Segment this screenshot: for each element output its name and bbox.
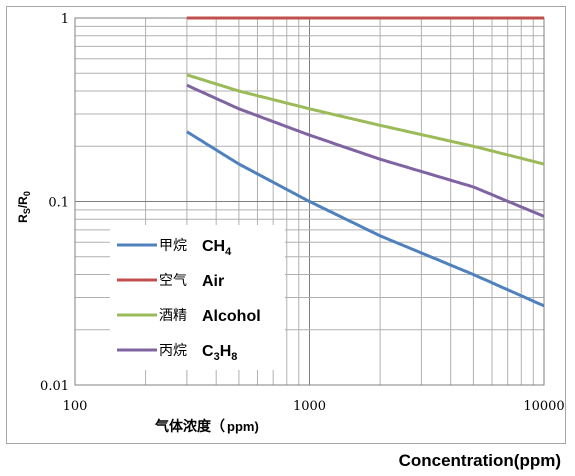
legend-label-en: CH4 [202, 238, 232, 258]
chart-frame: 100 1000 10000 1 0.1 0.01 RS/R0 气体浓度（ ppm) 甲烷 C… [6, 6, 566, 444]
tick-labels: 100 1000 10000 1 0.1 0.01 [40, 12, 565, 414]
legend-label-cn: 甲烷 [159, 238, 187, 254]
legend-label-en: C3H8 [202, 343, 237, 363]
legend-label-en: Alcohol [202, 308, 261, 325]
x-tick-label: 10000 [523, 399, 564, 414]
series-line-ch4 [186, 130, 545, 308]
legend-label-en: Air [202, 273, 224, 290]
x-axis-label: 气体浓度（ ppm) [154, 418, 259, 435]
y-axis-label: RS/R0 [16, 191, 32, 223]
series-lines [186, 16, 545, 308]
concentration-caption: Concentration(ppm) [398, 451, 561, 470]
x-tick-label: 100 [63, 399, 88, 414]
legend-label-cn: 空气 [159, 273, 187, 289]
y-tick-label: 0.01 [40, 379, 69, 394]
legend-label-cn: 酒精 [159, 308, 187, 324]
x-tick-label: 1000 [293, 399, 326, 414]
y-tick-label: 1 [61, 12, 69, 27]
y-tick-label: 0.1 [48, 196, 69, 211]
legend-background [110, 225, 285, 370]
series-line-alcohol [186, 73, 545, 166]
rs-r0-concentration-chart: 100 1000 10000 1 0.1 0.01 RS/R0 气体浓度（ ppm) 甲烷 C… [16, 12, 565, 435]
legend: 甲烷 CH4 空气 Air 酒精 Alcohol 丙烷 C3H8 [117, 238, 261, 363]
legend-label-cn: 丙烷 [159, 343, 187, 359]
series-line-c3h8 [186, 83, 545, 218]
